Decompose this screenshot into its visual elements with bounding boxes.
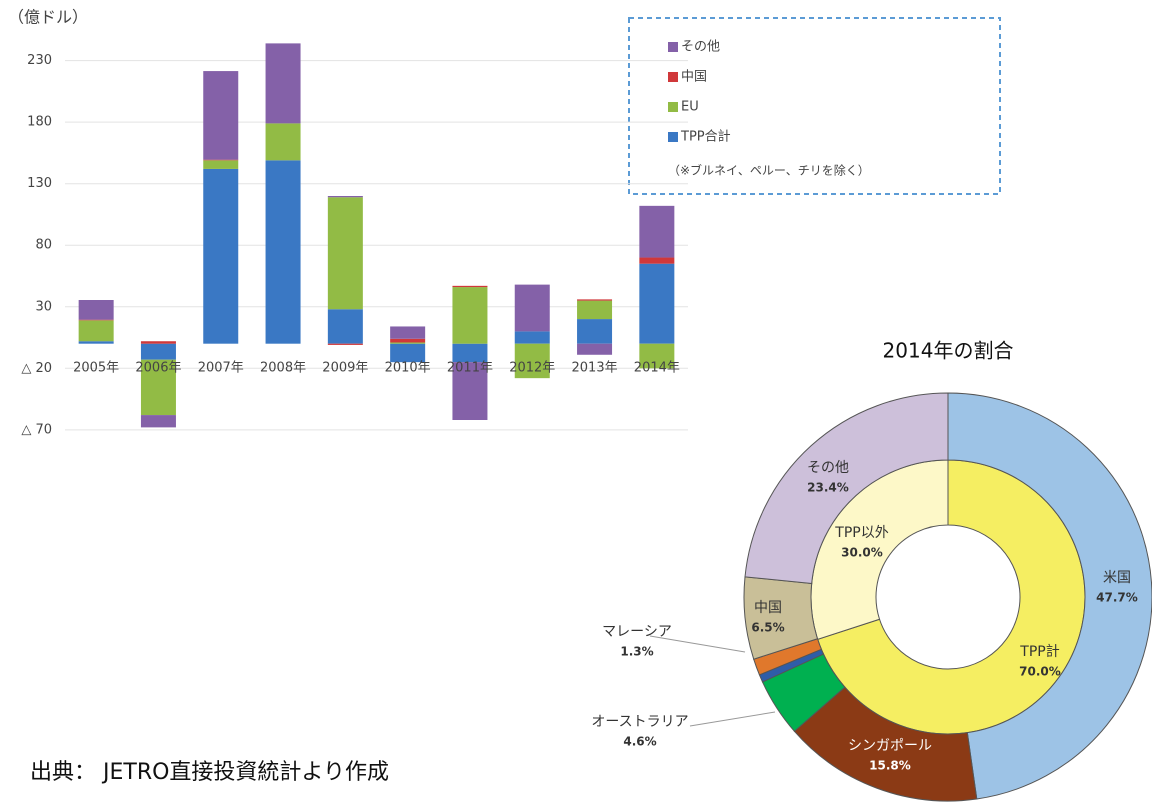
slice-label: TPP計 xyxy=(1019,644,1059,660)
slice-label: シンガポール xyxy=(848,738,932,754)
bar-segment xyxy=(265,123,301,161)
slice-value-label: 6.5% xyxy=(751,621,784,635)
x-tick-label: 2012年 xyxy=(509,361,555,376)
y-tick-label: △ 70 xyxy=(21,422,52,437)
bar-segment xyxy=(203,71,239,160)
slice-value-label: 47.7% xyxy=(1096,591,1138,605)
bar-segment xyxy=(452,343,488,363)
slice-label: 米国 xyxy=(1103,570,1131,586)
donut-title: 2014年の割合 xyxy=(883,339,1014,363)
bar-segment xyxy=(327,343,363,345)
legend-note: （※ブルネイ、ペルー、チリを除く） xyxy=(668,163,870,178)
leader-line xyxy=(689,711,776,727)
slice-value-label: 15.8% xyxy=(869,759,911,773)
bar-segment xyxy=(203,160,239,169)
bar-segment xyxy=(514,331,550,344)
bar-segment xyxy=(390,338,426,343)
donut-slice xyxy=(947,392,1152,800)
slice-label: その他 xyxy=(807,460,849,476)
bar-segment xyxy=(452,362,488,420)
legend-swatch xyxy=(668,132,678,142)
slice-value-label: 30.0% xyxy=(841,546,883,560)
bar-segment xyxy=(203,159,239,161)
x-tick-label: 2013年 xyxy=(572,361,618,376)
slice-value-label: 4.6% xyxy=(623,735,656,749)
legend-box xyxy=(628,17,1001,195)
bar-segment xyxy=(577,300,613,320)
x-tick-label: 2008年 xyxy=(260,361,306,376)
bar-segment xyxy=(203,168,239,344)
slice-label: TPP以外 xyxy=(834,525,888,541)
bar-segment xyxy=(265,160,301,344)
bar-segment xyxy=(78,341,114,344)
y-axis-label: （億ドル） xyxy=(8,8,88,27)
legend-label: 中国 xyxy=(681,70,707,85)
bar-segment xyxy=(327,309,363,344)
bar-segment xyxy=(140,415,176,428)
bar-segment xyxy=(390,326,426,339)
x-tick-label: 2006年 xyxy=(135,361,181,376)
bar-segment xyxy=(327,196,363,198)
bar-segment xyxy=(140,341,176,344)
bar-segment xyxy=(140,359,176,416)
leader-line xyxy=(649,635,746,653)
legend-swatch xyxy=(668,72,678,82)
bar-segment xyxy=(452,287,488,344)
bar-segment xyxy=(140,343,176,360)
bar-segment xyxy=(327,197,363,310)
bar-segment xyxy=(639,205,675,258)
slice-label: オーストラリア xyxy=(591,714,688,730)
x-tick-label: 2011年 xyxy=(447,361,493,376)
x-tick-label: 2009年 xyxy=(322,361,368,376)
y-tick-label: 230 xyxy=(27,53,52,68)
legend-swatch xyxy=(668,42,678,52)
bar-segment xyxy=(639,257,675,264)
bar-segment xyxy=(514,284,550,332)
legend-swatch xyxy=(668,102,678,112)
bar-segment xyxy=(639,263,675,344)
bar-segment xyxy=(577,343,613,355)
y-tick-label: 80 xyxy=(35,238,52,253)
bar-segment xyxy=(514,343,550,379)
legend-label: TPP合計 xyxy=(680,129,731,145)
source-note: 出典： JETRO直接投資統計より作成 xyxy=(30,760,389,785)
x-tick-label: 2014年 xyxy=(634,361,680,376)
y-tick-label: 30 xyxy=(35,299,52,314)
legend-label: EU xyxy=(681,100,699,115)
slice-value-label: 1.3% xyxy=(620,645,653,659)
bar-segment xyxy=(78,319,114,321)
slice-value-label: 23.4% xyxy=(807,481,849,495)
bar-segment xyxy=(390,342,426,344)
x-tick-label: 2010年 xyxy=(385,361,431,376)
y-tick-label: △ 20 xyxy=(21,361,52,376)
x-tick-label: 2007年 xyxy=(198,361,244,376)
slice-value-label: 70.0% xyxy=(1019,665,1061,679)
donut-slice xyxy=(744,392,949,584)
y-tick-label: 180 xyxy=(27,115,52,130)
bar-segment xyxy=(78,300,114,320)
bar-segment xyxy=(577,299,613,301)
bar-segment xyxy=(265,43,301,124)
slice-label: 中国 xyxy=(754,600,782,616)
bar-segment xyxy=(452,285,488,288)
bar-segment xyxy=(577,319,613,344)
bar-segment xyxy=(639,343,675,369)
y-tick-label: 130 xyxy=(27,176,52,191)
bar-segment xyxy=(78,320,114,342)
legend-label: その他 xyxy=(681,40,720,55)
bar-segment xyxy=(390,343,426,363)
slice-label: マレーシア xyxy=(602,624,672,640)
x-tick-label: 2005年 xyxy=(73,361,119,376)
